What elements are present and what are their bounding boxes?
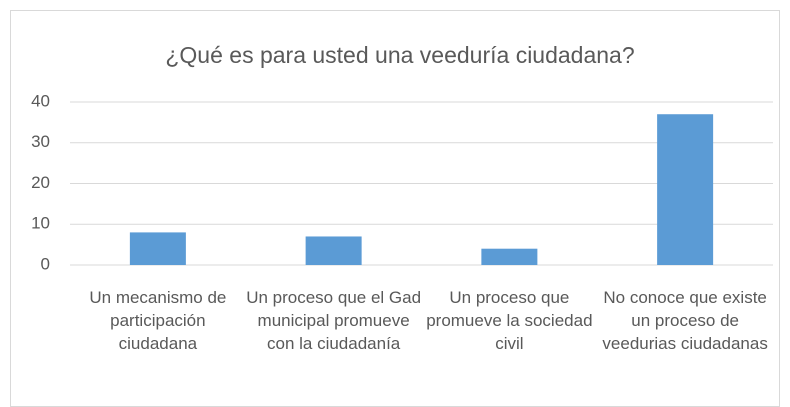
chart-title: ¿Qué es para usted una veeduría ciudadan… [165, 42, 634, 68]
bar [305, 236, 362, 265]
chart-border [10, 10, 780, 407]
x-tick-label: Un proceso que promueve la sociedad civi… [426, 288, 593, 353]
y-tick-label: 40 [31, 91, 50, 110]
x-tick-label: No conoce que existe un proceso de veedu… [602, 288, 768, 353]
x-tick-label: Un mecanismo de participación ciudadana [89, 288, 227, 353]
bar [129, 232, 186, 265]
y-tick-label: 30 [31, 132, 50, 151]
y-tick-label: 0 [41, 254, 50, 273]
y-tick-label: 20 [31, 173, 50, 192]
y-tick-label: 10 [31, 214, 50, 233]
x-tick-label: Un proceso que el Gad municipal promueve… [246, 288, 422, 353]
bar [657, 114, 714, 265]
bar [481, 248, 538, 265]
